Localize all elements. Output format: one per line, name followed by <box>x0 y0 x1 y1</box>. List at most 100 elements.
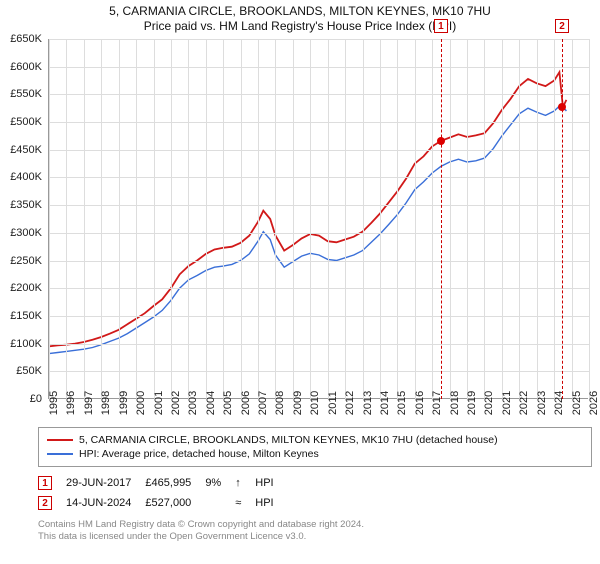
chart-title: 5, CARMANIA CIRCLE, BROOKLANDS, MILTON K… <box>0 4 600 18</box>
gridline-v <box>450 39 451 399</box>
x-axis-label: 1996 <box>65 391 77 415</box>
gridline-v <box>554 39 555 399</box>
sale-icon: ↑ <box>235 473 255 493</box>
sale-pct <box>205 493 235 513</box>
gridline-v <box>223 39 224 399</box>
x-axis-label: 2013 <box>362 391 374 415</box>
legend-swatch-property <box>47 439 73 441</box>
x-axis-label: 2026 <box>588 391 600 415</box>
gridline-h <box>49 122 589 123</box>
y-axis-label: £450K <box>0 144 42 156</box>
x-axis-label: 2024 <box>553 391 565 415</box>
gridline-v <box>572 39 573 399</box>
x-axis-label: 2005 <box>222 391 234 415</box>
gridline-v <box>49 39 50 399</box>
y-axis-label: £100K <box>0 338 42 350</box>
gridline-v <box>415 39 416 399</box>
y-axis-label: £550K <box>0 88 42 100</box>
y-axis-label: £200K <box>0 282 42 294</box>
x-axis-label: 2003 <box>187 391 199 415</box>
sale-date: 14-JUN-2024 <box>66 493 145 513</box>
sale-ref: HPI <box>255 493 287 513</box>
gridline-h <box>49 316 589 317</box>
marker-tag-2: 2 <box>555 19 569 33</box>
gridline-v <box>119 39 120 399</box>
gridline-v <box>136 39 137 399</box>
legend-row-hpi: HPI: Average price, detached house, Milt… <box>47 448 583 460</box>
x-axis-label: 1997 <box>83 391 95 415</box>
x-axis-label: 2025 <box>571 391 583 415</box>
x-axis-label: 1995 <box>48 391 60 415</box>
gridline-h <box>49 233 589 234</box>
gridline-v <box>101 39 102 399</box>
gridline-v <box>484 39 485 399</box>
gridline-v <box>171 39 172 399</box>
marker-dot-1 <box>437 137 445 145</box>
x-axis-label: 2010 <box>309 391 321 415</box>
x-axis-label: 2018 <box>449 391 461 415</box>
x-axis-label: 2023 <box>536 391 548 415</box>
footer-text: Contains HM Land Registry data © Crown c… <box>38 519 592 544</box>
gridline-v <box>154 39 155 399</box>
gridline-v <box>519 39 520 399</box>
x-axis-label: 2008 <box>274 391 286 415</box>
gridline-v <box>206 39 207 399</box>
sale-price: £527,000 <box>145 493 205 513</box>
x-axis-label: 1999 <box>118 391 130 415</box>
gridline-h <box>49 288 589 289</box>
gridline-v <box>258 39 259 399</box>
y-axis-label: £0 <box>0 393 42 405</box>
gridline-h <box>49 205 589 206</box>
gridline-v <box>66 39 67 399</box>
y-axis-label: £250K <box>0 255 42 267</box>
sale-row: 214-JUN-2024£527,000≈HPI <box>38 493 288 513</box>
x-axis-label: 1998 <box>100 391 112 415</box>
x-axis-label: 2017 <box>431 391 443 415</box>
gridline-v <box>345 39 346 399</box>
x-axis-label: 2019 <box>466 391 478 415</box>
plot-area: 12 <box>48 39 588 399</box>
x-axis-label: 2007 <box>257 391 269 415</box>
gridline-h <box>49 94 589 95</box>
x-axis-label: 2009 <box>292 391 304 415</box>
sale-icon: ≈ <box>235 493 255 513</box>
x-axis-label: 2012 <box>344 391 356 415</box>
gridline-v <box>275 39 276 399</box>
gridline-h <box>49 344 589 345</box>
x-axis-label: 2021 <box>501 391 513 415</box>
legend-label-property: 5, CARMANIA CIRCLE, BROOKLANDS, MILTON K… <box>79 434 498 446</box>
legend-box: 5, CARMANIA CIRCLE, BROOKLANDS, MILTON K… <box>38 427 592 467</box>
y-axis-label: £650K <box>0 33 42 45</box>
gridline-v <box>502 39 503 399</box>
y-axis-label: £50K <box>0 365 42 377</box>
sale-pct: 9% <box>205 473 235 493</box>
legend-row-property: 5, CARMANIA CIRCLE, BROOKLANDS, MILTON K… <box>47 434 583 446</box>
gridline-v <box>363 39 364 399</box>
line-layer <box>49 39 589 399</box>
gridline-v <box>467 39 468 399</box>
gridline-h <box>49 177 589 178</box>
gridline-v <box>589 39 590 399</box>
footer-line-2: This data is licensed under the Open Gov… <box>38 531 592 543</box>
y-axis-label: £350K <box>0 199 42 211</box>
gridline-v <box>84 39 85 399</box>
gridline-v <box>328 39 329 399</box>
x-axis-label: 2015 <box>396 391 408 415</box>
marker-tag-1: 1 <box>434 19 448 33</box>
gridline-h <box>49 261 589 262</box>
x-axis-label: 2016 <box>414 391 426 415</box>
gridline-v <box>310 39 311 399</box>
marker-line-1 <box>441 39 442 399</box>
gridline-v <box>293 39 294 399</box>
footer-line-1: Contains HM Land Registry data © Crown c… <box>38 519 592 531</box>
gridline-h <box>49 39 589 40</box>
y-axis-label: £150K <box>0 310 42 322</box>
gridline-v <box>380 39 381 399</box>
sale-row: 129-JUN-2017£465,9959%↑HPI <box>38 473 288 493</box>
x-axis-label: 2020 <box>483 391 495 415</box>
marker-line-2 <box>562 39 563 399</box>
chart-area: 12 £0£50K£100K£150K£200K£250K£300K£350K£… <box>48 39 588 399</box>
legend-swatch-hpi <box>47 453 73 455</box>
gridline-v <box>188 39 189 399</box>
x-axis-label: 2014 <box>379 391 391 415</box>
